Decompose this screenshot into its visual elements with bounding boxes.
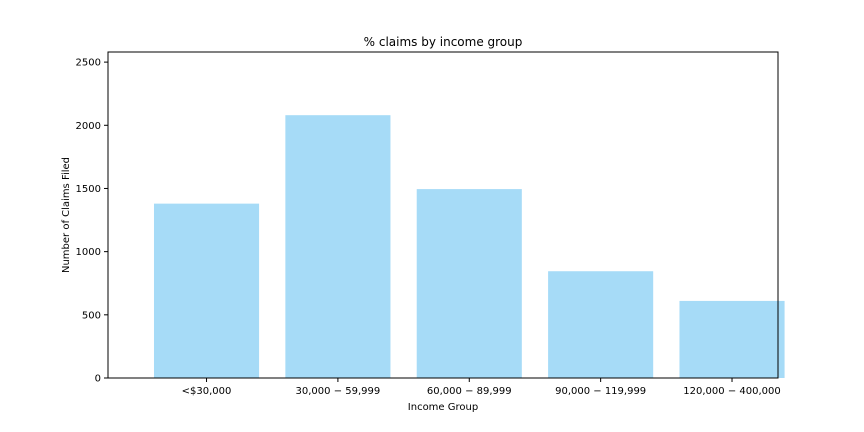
y-axis-label: Number of Claims Filed: [61, 157, 72, 273]
bar-1: [285, 115, 391, 379]
y-tick-label-3: 1500: [76, 184, 101, 195]
x-axis-label: Income Group: [408, 402, 478, 413]
x-axis: <$30,000 30,000 − 59,999 60,000 − 89,999 90…: [182, 378, 781, 397]
x-tick-label-2: 60,000 − 89,999: [427, 386, 512, 397]
y-tick-label-2: 1000: [76, 247, 101, 258]
y-tick-label-0: 0: [95, 374, 101, 385]
y-axis: 0 500 1000 1500 2000 2500: [76, 58, 108, 385]
chart-title: % claims by income group: [364, 35, 523, 49]
bar-4: [679, 300, 785, 378]
y-tick-label-4: 2000: [76, 121, 101, 132]
x-tick-label-4: 120,000 − 400,000: [683, 386, 780, 397]
bars-group: [153, 115, 785, 379]
y-tick-label-5: 2500: [76, 58, 101, 69]
bar-3: [548, 271, 654, 378]
bar-2: [416, 189, 522, 378]
y-tick-label-1: 500: [82, 310, 101, 321]
x-tick-label-0: <$30,000: [182, 386, 232, 397]
x-tick-label-3: 90,000 − 119,999: [555, 386, 646, 397]
plot-frame: [107, 51, 779, 379]
bar-0: [153, 203, 260, 378]
x-tick-label-1: 30,000 − 59,999: [296, 386, 381, 397]
